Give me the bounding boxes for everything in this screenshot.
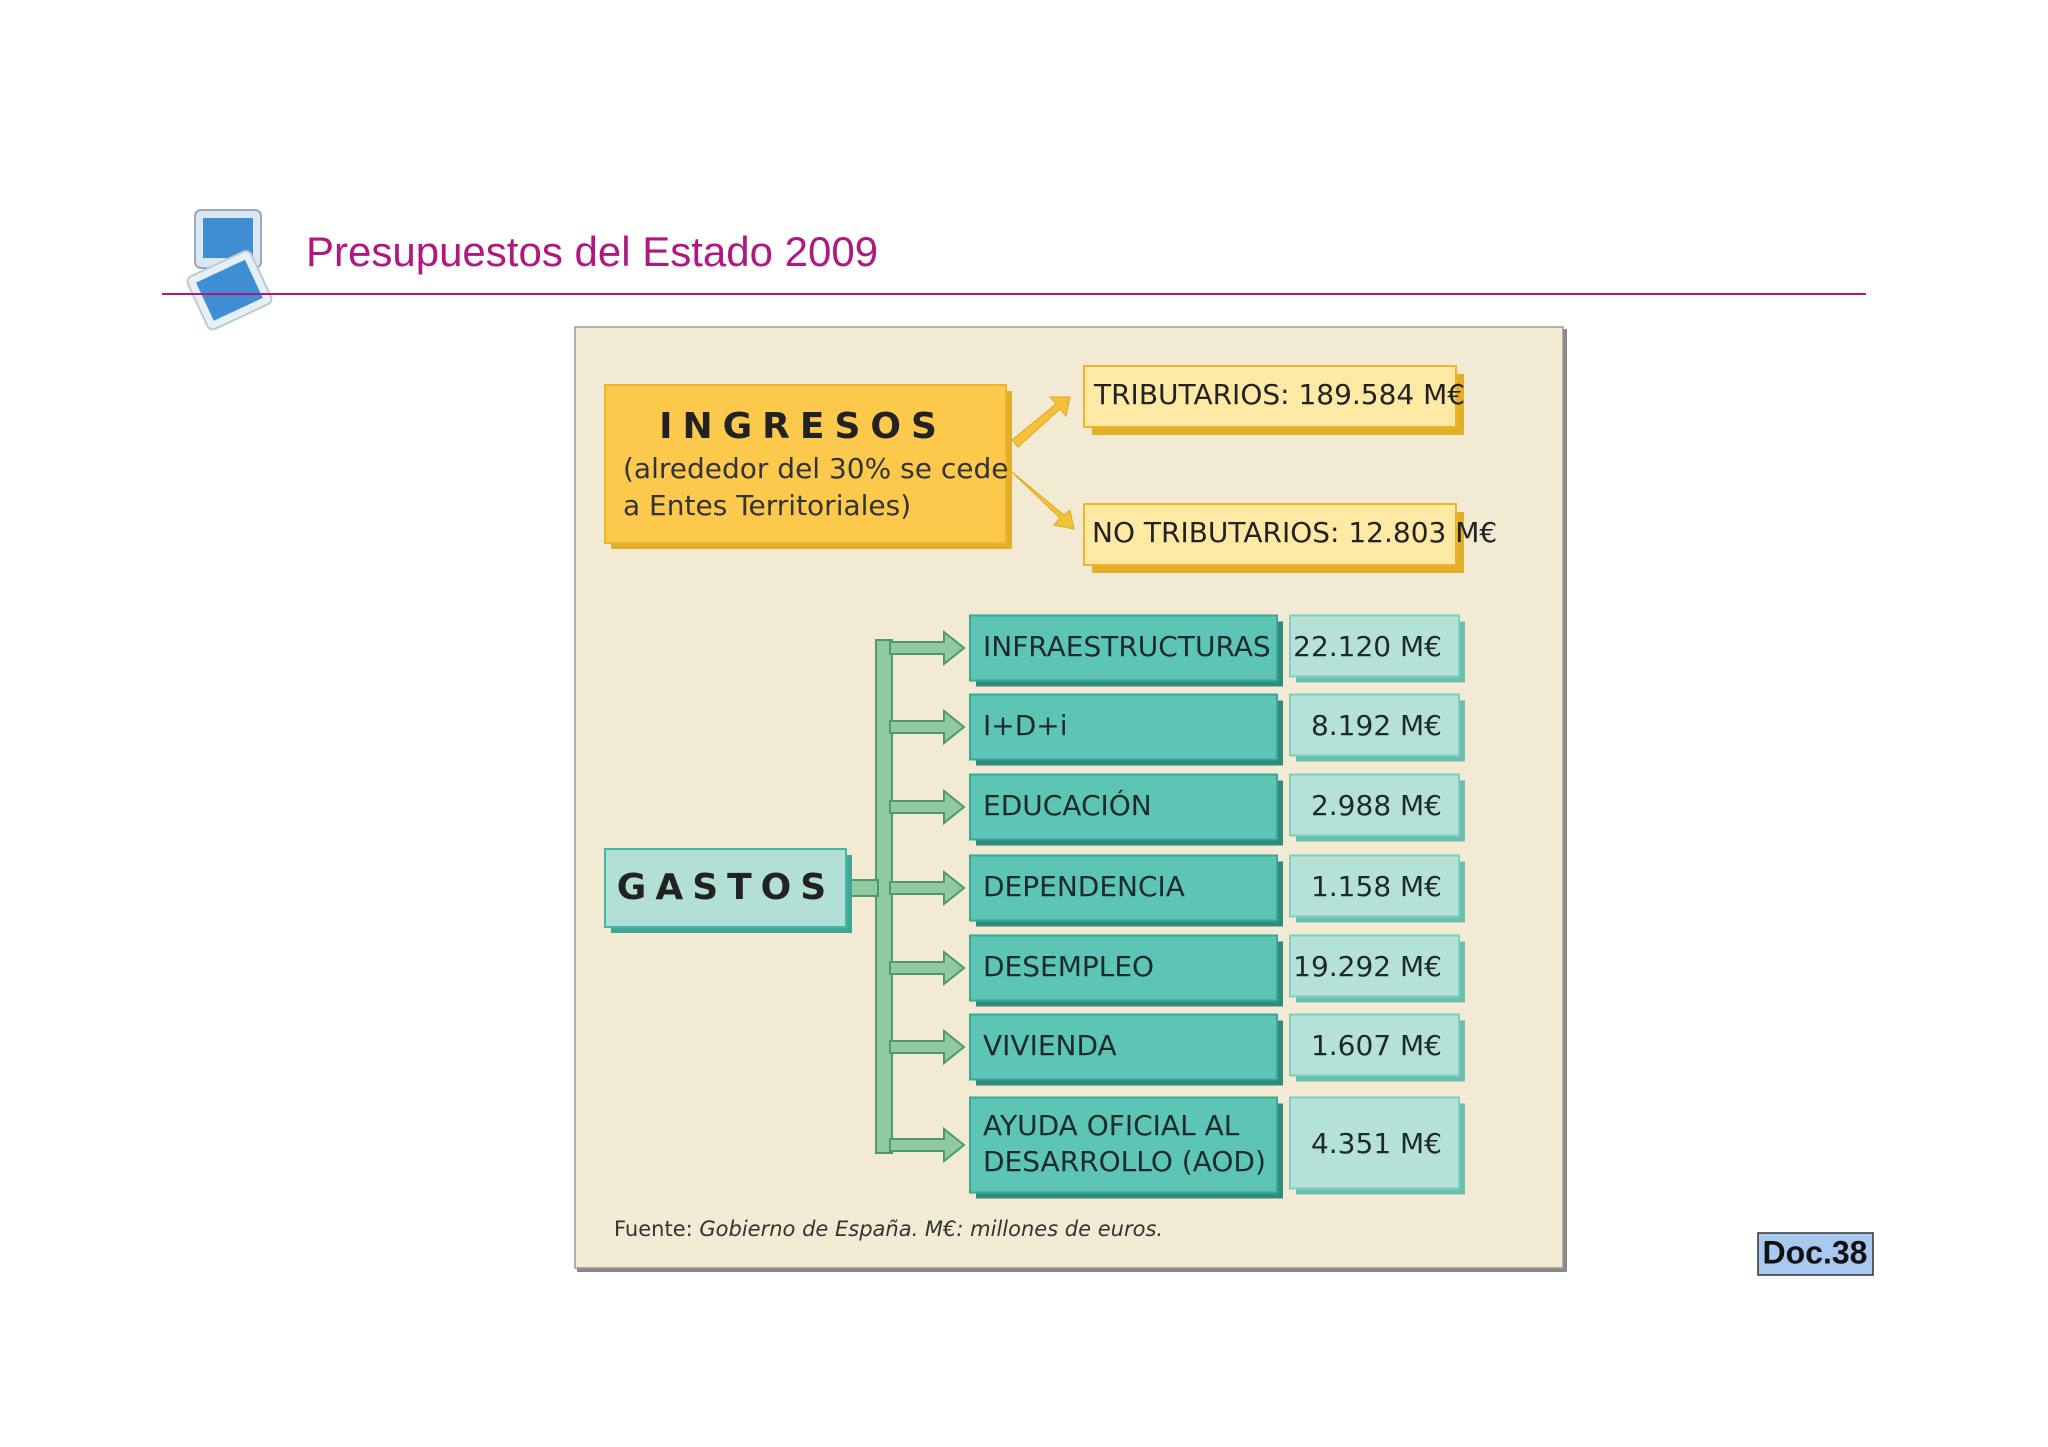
income-item-text: NO TRIBUTARIOS: 12.803 M€ [1092, 516, 1497, 549]
doc-badge [1757, 1232, 1874, 1276]
source-prefix: Fuente: [614, 1217, 693, 1241]
value-box [1289, 934, 1460, 998]
value-box [1289, 693, 1460, 757]
gastos-items: INFRAESTRUCTURAS 22.120 M€ I+D+i 8.192 M€ ED… [969, 614, 1465, 1199]
item-label: AYUDA OFICIAL AL [983, 1109, 1240, 1142]
gastos-box [604, 848, 852, 933]
item-label: DESARROLLO (AOD) [983, 1145, 1266, 1178]
item-label: DEPENDENCIA [983, 870, 1185, 903]
item-value: 19.292 M€ [1293, 950, 1442, 983]
value-box [1289, 1096, 1460, 1190]
ingresos-note: (alrededor del 30% se cede [623, 452, 1008, 485]
ingresos-label: INGRESOS [659, 406, 947, 447]
income-item [1083, 365, 1464, 435]
value-box [1289, 854, 1460, 918]
ingresos-box [604, 384, 1012, 549]
gastos-tree [845, 629, 966, 1164]
item-label: DESEMPLEO [983, 950, 1154, 983]
tree-arrow [889, 1126, 966, 1164]
item-label: VIVIENDA [983, 1029, 1117, 1062]
income-item [1083, 503, 1464, 573]
slide-title: Presupuestos del Estado 2009 [306, 228, 878, 275]
value-box [1289, 773, 1460, 837]
item-value: 2.988 M€ [1311, 789, 1442, 822]
tree-arrow [889, 869, 966, 907]
item-box [969, 773, 1278, 841]
item-value: 1.607 M€ [1311, 1029, 1442, 1062]
income-item-text: TRIBUTARIOS: 189.584 M€ [1093, 378, 1465, 411]
item-box [969, 614, 1278, 682]
doc-label: Doc.38 [1763, 1234, 1868, 1270]
item-label: EDUCACIÓN [983, 788, 1152, 822]
item-value: 8.192 M€ [1311, 709, 1442, 742]
item-box [969, 934, 1278, 1002]
slide-icon [186, 209, 273, 331]
item-value: 4.351 M€ [1311, 1127, 1442, 1160]
item-box [969, 1096, 1278, 1194]
item-box [969, 854, 1278, 922]
item-label: I+D+i [983, 709, 1068, 742]
tree-arrow [889, 788, 966, 826]
source-text: Gobierno de España. M€: millones de euro… [699, 1217, 1163, 1241]
tree-arrow [889, 1028, 966, 1066]
source: Fuente: Gobierno de España. M€: millones… [614, 1217, 1163, 1241]
item-value: 22.120 M€ [1293, 630, 1442, 663]
tree-arrow [889, 629, 966, 667]
item-box [969, 693, 1278, 761]
item-label: INFRAESTRUCTURAS [983, 630, 1271, 663]
tree-arrow [889, 708, 966, 746]
gastos-label: GASTOS [617, 867, 835, 908]
item-value: 1.158 M€ [1311, 870, 1442, 903]
ingresos-note: a Entes Territoriales) [623, 489, 911, 522]
ingresos-arrows [1011, 396, 1075, 530]
value-box [1289, 614, 1460, 678]
item-box [969, 1013, 1278, 1081]
value-box [1289, 1013, 1460, 1077]
tree-arrow [889, 949, 966, 987]
